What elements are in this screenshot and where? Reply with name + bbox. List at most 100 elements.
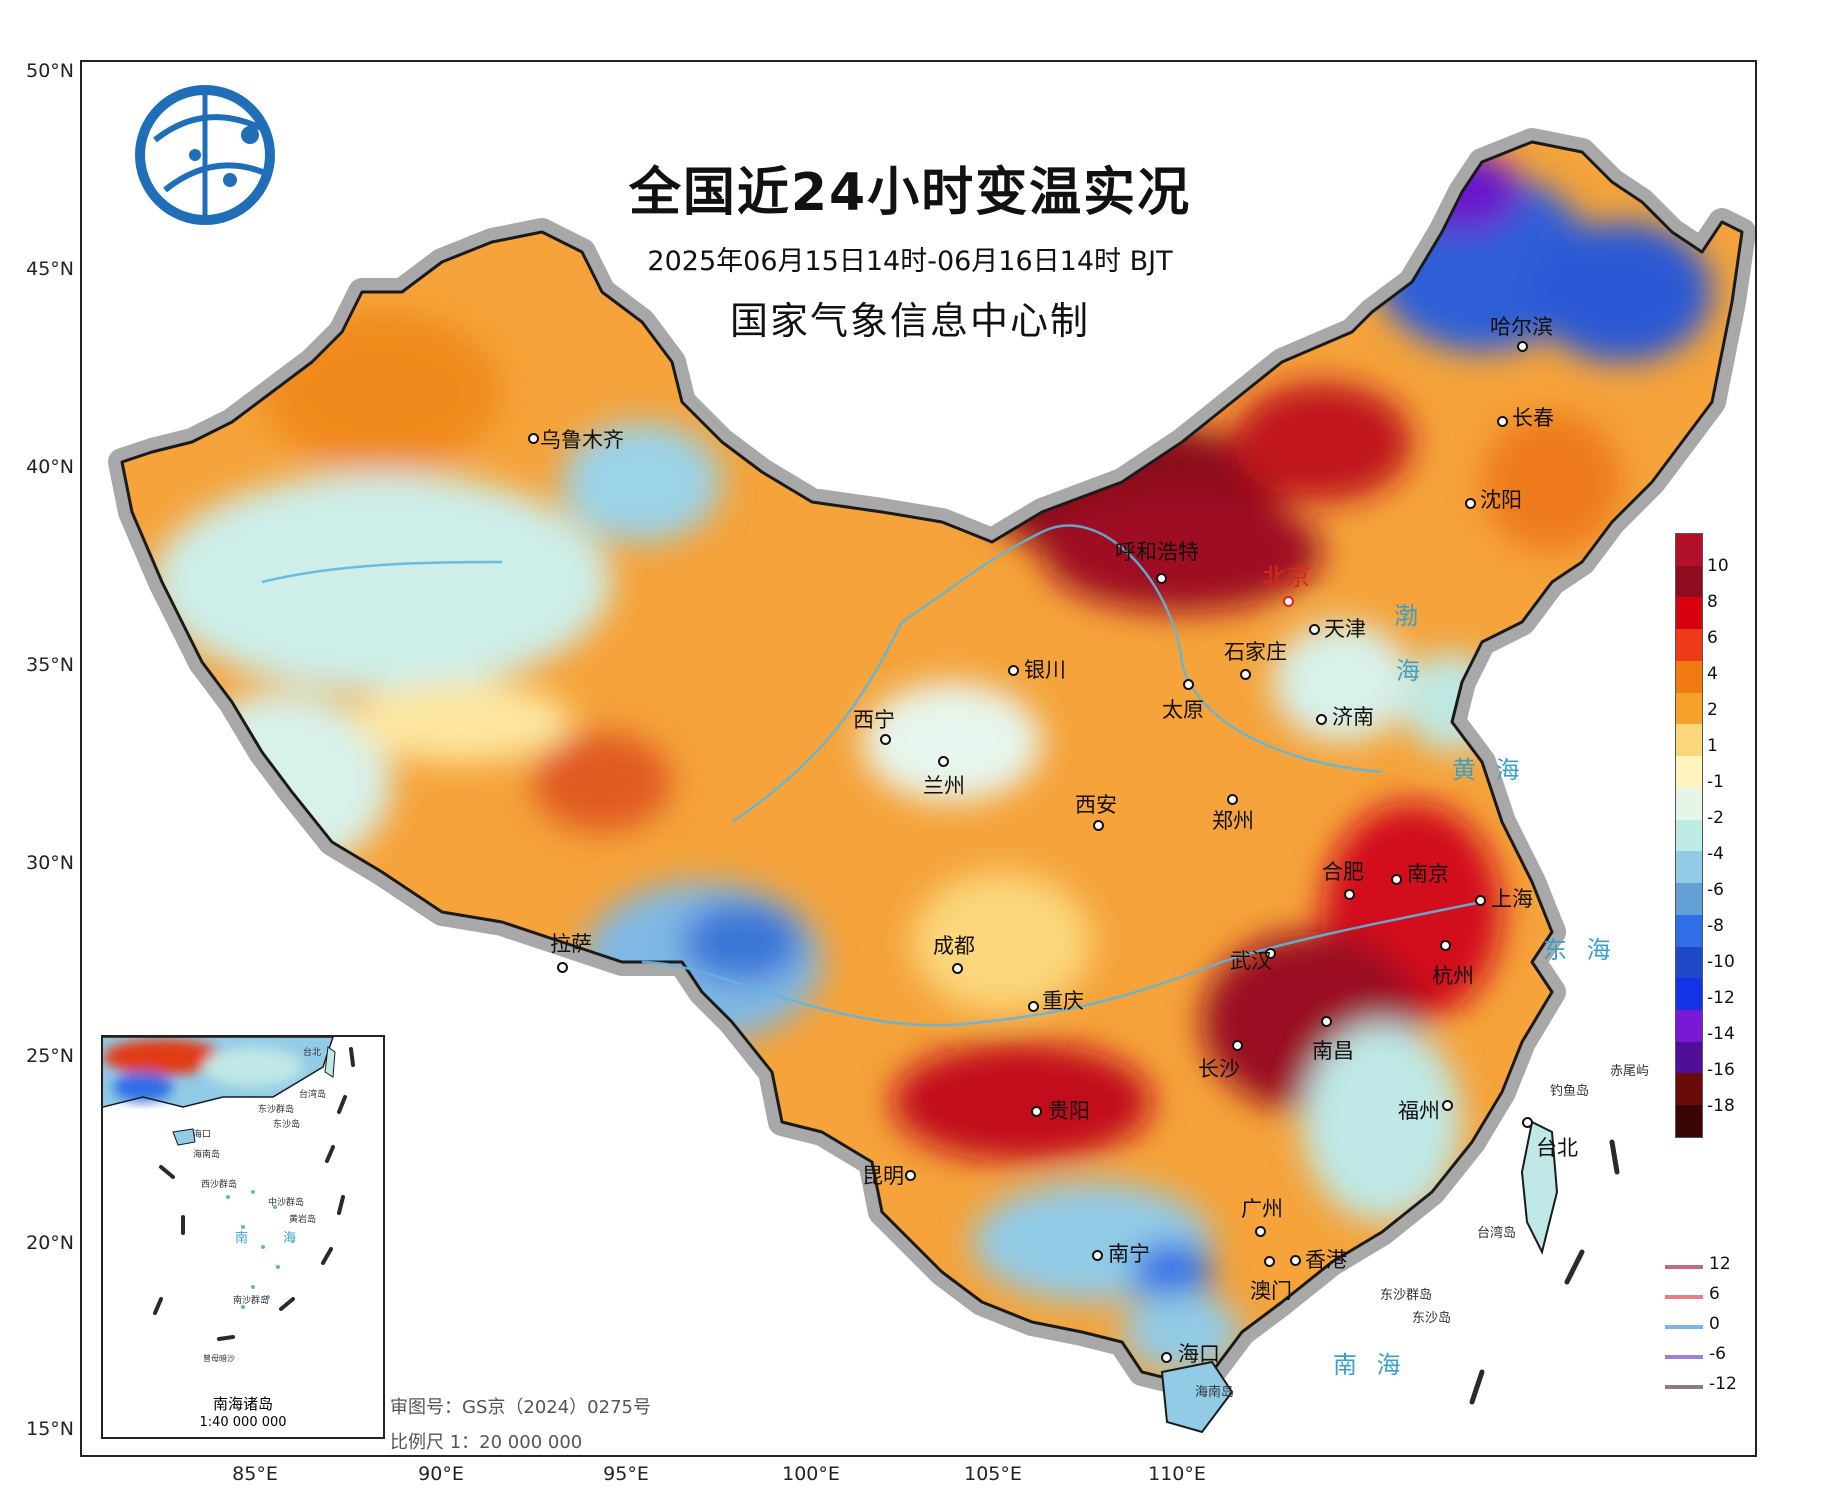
lat-label-25: 25°N xyxy=(26,1045,74,1067)
city-marker xyxy=(1008,665,1019,676)
inset-label-nansha: 南沙群岛 xyxy=(233,1296,270,1306)
sea-east: 东 海 xyxy=(1543,936,1617,964)
lat-label-40: 40°N xyxy=(26,456,74,478)
city-label: 昆明 xyxy=(862,1164,904,1188)
line-legend-swatch xyxy=(1665,1325,1703,1329)
legend-swatch xyxy=(1676,946,1702,979)
island-dongsha-group: 东沙群岛 xyxy=(1380,1288,1433,1303)
city-label: 郑州 xyxy=(1212,809,1254,833)
legend-label: 2 xyxy=(1707,700,1718,720)
legend-label: -4 xyxy=(1707,844,1724,864)
city-marker xyxy=(1092,1250,1103,1261)
inset-label-huangyan: 黄岩岛 xyxy=(289,1215,317,1225)
lat-label-35: 35°N xyxy=(26,654,74,676)
inset-label-taiwan: 台湾岛 xyxy=(299,1090,327,1100)
legend-swatch xyxy=(1676,883,1702,915)
lon-label-90: 90°E xyxy=(418,1463,464,1485)
legend-label: 6 xyxy=(1707,628,1718,648)
legend-swatch xyxy=(1676,978,1702,1011)
city-label: 重庆 xyxy=(1042,989,1084,1013)
city-marker xyxy=(938,756,949,767)
city-marker xyxy=(1442,1100,1453,1111)
city-label: 兰州 xyxy=(923,774,965,798)
city-label: 南昌 xyxy=(1312,1039,1354,1063)
legend-swatch xyxy=(1676,597,1702,630)
city-label: 合肥 xyxy=(1322,860,1364,884)
review-number: 审图号：GS京（2024）0275号 xyxy=(390,1397,651,1418)
city-label: 长沙 xyxy=(1198,1057,1240,1081)
island-chiwei: 赤尾屿 xyxy=(1610,1064,1650,1079)
city-marker xyxy=(1391,874,1402,885)
line-legend-swatch xyxy=(1665,1385,1703,1389)
city-label: 西安 xyxy=(1075,793,1117,817)
yellow-river xyxy=(731,524,1383,824)
city-label: 上海 xyxy=(1491,887,1533,911)
city-label: 天津 xyxy=(1324,617,1366,641)
city-label: 银川 xyxy=(1024,658,1066,682)
city-marker xyxy=(1497,416,1508,427)
city-marker xyxy=(1161,1352,1172,1363)
legend-label: -1 xyxy=(1707,772,1724,792)
city-label: 成都 xyxy=(933,934,975,958)
lat-label-45: 45°N xyxy=(26,258,74,280)
city-marker xyxy=(1344,889,1355,900)
lat-label-15: 15°N xyxy=(26,1418,74,1440)
city-label: 南宁 xyxy=(1108,1242,1150,1266)
china-outline xyxy=(120,140,1744,1384)
inset-label-haikou: 海口 xyxy=(193,1130,212,1140)
map-subtitle: 2025年06月15日14时-06月16日14时 BJT xyxy=(647,246,1173,277)
inset-label-hainan: 海南岛 xyxy=(193,1150,221,1160)
city-label: 杭州 xyxy=(1432,964,1474,988)
inset-label-dongsha-group: 东沙群岛 xyxy=(258,1105,295,1115)
legend-swatch xyxy=(1676,914,1702,947)
city-label: 贵阳 xyxy=(1048,1099,1090,1123)
island-dongsha: 东沙岛 xyxy=(1412,1311,1452,1326)
city-marker xyxy=(1264,1256,1275,1267)
city-marker xyxy=(528,433,539,444)
legend-swatch xyxy=(1676,629,1702,661)
city-marker xyxy=(1309,624,1320,635)
legend-label: -14 xyxy=(1707,1024,1735,1044)
line-legend-label: -12 xyxy=(1709,1374,1737,1394)
inset-label-hai: 海 xyxy=(283,1231,297,1246)
city-label: 乌鲁木齐 xyxy=(540,428,624,452)
line-legend-swatch xyxy=(1665,1265,1703,1269)
city-label: 长春 xyxy=(1512,406,1554,430)
lat-label-20: 20°N xyxy=(26,1232,74,1254)
legend-swatch xyxy=(1676,660,1702,693)
legend-label: 1 xyxy=(1707,736,1718,756)
legend-swatch xyxy=(1676,1105,1702,1137)
city-label: 西宁 xyxy=(853,708,895,732)
inset-scale: 1:40 000 000 xyxy=(199,1415,287,1430)
line-legend-label: 6 xyxy=(1709,1284,1720,1304)
legend-swatch xyxy=(1676,534,1702,566)
temperature-change-map xyxy=(108,128,1755,1434)
map-producer: 国家气象信息中心制 xyxy=(729,299,1090,343)
map-frame xyxy=(80,60,1757,1457)
city-marker xyxy=(880,734,891,745)
city-marker xyxy=(1465,498,1476,509)
city-marker xyxy=(1255,1226,1266,1237)
city-marker xyxy=(952,963,963,974)
lon-label-110: 110°E xyxy=(1148,1463,1206,1485)
legend-swatch xyxy=(1676,756,1702,788)
island-taiwan: 台湾岛 xyxy=(1477,1226,1517,1241)
city-marker xyxy=(1183,679,1194,690)
city-label: 呼和浩特 xyxy=(1115,540,1199,564)
inset-label-dongsha: 东沙岛 xyxy=(273,1120,301,1130)
lon-label-95: 95°E xyxy=(603,1463,649,1485)
island-hainan: 海南岛 xyxy=(1195,1385,1235,1400)
city-marker-capital xyxy=(1283,596,1294,607)
city-marker xyxy=(1517,341,1528,352)
city-marker xyxy=(905,1170,916,1181)
legend-swatch xyxy=(1676,1010,1702,1042)
city-label: 沈阳 xyxy=(1480,488,1522,512)
line-legend-label: -6 xyxy=(1709,1344,1726,1364)
city-marker xyxy=(1522,1117,1533,1128)
city-marker xyxy=(1440,940,1451,951)
legend-label: -16 xyxy=(1707,1060,1735,1080)
legend-label: -8 xyxy=(1707,916,1724,936)
legend-label: -2 xyxy=(1707,808,1724,828)
legend-swatch xyxy=(1676,1073,1702,1106)
city-marker xyxy=(1232,1040,1243,1051)
